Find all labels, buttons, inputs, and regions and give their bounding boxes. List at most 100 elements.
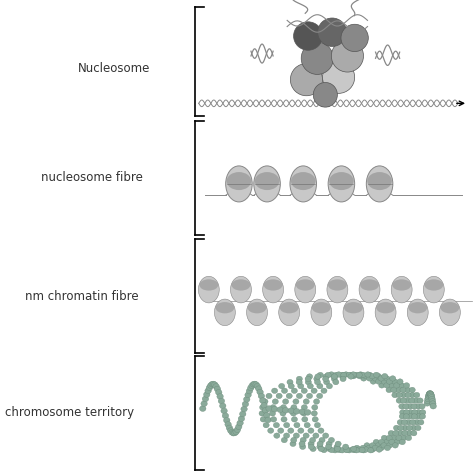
Ellipse shape	[400, 387, 406, 392]
Ellipse shape	[375, 299, 396, 326]
Ellipse shape	[317, 372, 323, 378]
Ellipse shape	[419, 410, 426, 415]
Ellipse shape	[290, 166, 317, 202]
Ellipse shape	[343, 447, 349, 452]
Ellipse shape	[354, 445, 360, 451]
Ellipse shape	[428, 393, 435, 399]
Ellipse shape	[202, 396, 209, 402]
Ellipse shape	[301, 405, 307, 410]
Ellipse shape	[283, 407, 289, 413]
Ellipse shape	[283, 399, 289, 404]
Ellipse shape	[200, 279, 218, 291]
Ellipse shape	[334, 444, 340, 449]
Ellipse shape	[381, 435, 387, 441]
Ellipse shape	[426, 393, 432, 399]
Ellipse shape	[253, 382, 259, 387]
Ellipse shape	[417, 398, 423, 403]
Ellipse shape	[381, 379, 387, 384]
Ellipse shape	[206, 385, 213, 391]
Ellipse shape	[274, 433, 280, 438]
Ellipse shape	[293, 399, 299, 404]
Ellipse shape	[327, 383, 332, 389]
Ellipse shape	[419, 404, 425, 409]
Ellipse shape	[318, 446, 324, 452]
Ellipse shape	[360, 445, 366, 451]
Ellipse shape	[217, 393, 223, 399]
Ellipse shape	[400, 410, 406, 415]
Ellipse shape	[325, 372, 331, 378]
Ellipse shape	[428, 394, 435, 400]
Ellipse shape	[255, 172, 279, 190]
Ellipse shape	[408, 302, 427, 313]
Ellipse shape	[280, 302, 299, 313]
Ellipse shape	[394, 439, 400, 445]
Ellipse shape	[301, 410, 307, 416]
Ellipse shape	[401, 419, 408, 425]
Ellipse shape	[247, 385, 254, 391]
Ellipse shape	[308, 444, 314, 449]
Ellipse shape	[239, 411, 246, 417]
Ellipse shape	[366, 166, 393, 202]
Ellipse shape	[405, 392, 411, 398]
Ellipse shape	[366, 372, 373, 378]
Ellipse shape	[348, 374, 354, 379]
Ellipse shape	[308, 428, 314, 433]
Ellipse shape	[378, 376, 384, 381]
Ellipse shape	[226, 425, 233, 431]
Ellipse shape	[343, 444, 349, 449]
Ellipse shape	[415, 414, 421, 419]
Ellipse shape	[227, 172, 251, 190]
Ellipse shape	[406, 435, 411, 441]
Ellipse shape	[405, 419, 411, 425]
Ellipse shape	[328, 279, 347, 291]
Ellipse shape	[270, 405, 276, 410]
Ellipse shape	[331, 376, 337, 382]
Ellipse shape	[335, 441, 341, 447]
Ellipse shape	[336, 447, 342, 453]
Ellipse shape	[259, 410, 265, 416]
Ellipse shape	[424, 401, 430, 406]
Ellipse shape	[372, 376, 378, 381]
Ellipse shape	[427, 391, 433, 396]
Ellipse shape	[356, 374, 363, 379]
Ellipse shape	[411, 414, 418, 419]
Ellipse shape	[246, 299, 267, 326]
Ellipse shape	[290, 441, 296, 447]
Ellipse shape	[406, 430, 412, 436]
Ellipse shape	[378, 439, 384, 445]
Ellipse shape	[298, 383, 304, 389]
Ellipse shape	[364, 443, 370, 448]
Ellipse shape	[268, 428, 274, 433]
Ellipse shape	[317, 444, 323, 449]
Ellipse shape	[373, 439, 379, 445]
Ellipse shape	[260, 398, 266, 403]
Ellipse shape	[219, 403, 226, 409]
Ellipse shape	[272, 388, 278, 393]
Ellipse shape	[356, 447, 363, 452]
Ellipse shape	[312, 302, 331, 313]
Ellipse shape	[401, 392, 407, 398]
Ellipse shape	[348, 372, 355, 378]
Ellipse shape	[214, 299, 235, 326]
Ellipse shape	[397, 430, 403, 436]
Ellipse shape	[326, 444, 331, 449]
Ellipse shape	[412, 410, 418, 415]
Ellipse shape	[321, 388, 327, 393]
Ellipse shape	[392, 392, 398, 398]
Ellipse shape	[369, 374, 375, 379]
Ellipse shape	[341, 372, 347, 378]
Ellipse shape	[292, 388, 297, 393]
Ellipse shape	[260, 417, 266, 422]
Ellipse shape	[391, 435, 397, 441]
Ellipse shape	[249, 383, 255, 389]
Ellipse shape	[379, 383, 385, 388]
Ellipse shape	[392, 443, 398, 448]
Ellipse shape	[333, 372, 339, 378]
Ellipse shape	[386, 379, 392, 384]
Ellipse shape	[404, 398, 410, 403]
Ellipse shape	[295, 276, 316, 303]
Ellipse shape	[399, 414, 405, 419]
Ellipse shape	[242, 401, 249, 407]
Ellipse shape	[401, 398, 406, 403]
Ellipse shape	[303, 399, 310, 404]
